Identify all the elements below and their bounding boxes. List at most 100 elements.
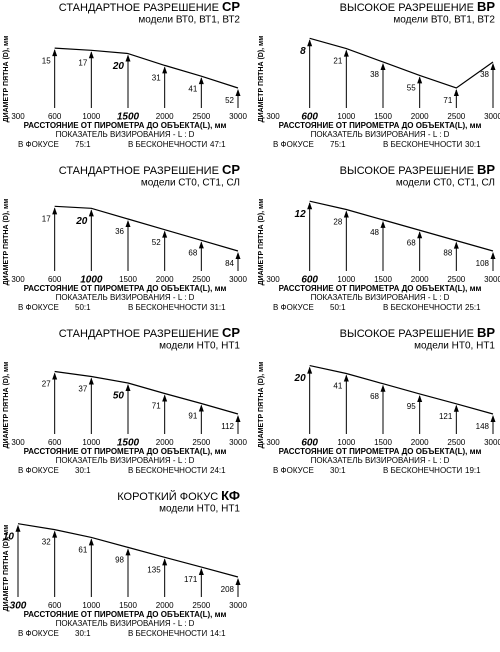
y-axis-label: ДИАМЕТР ПЯТНА (D), мм xyxy=(3,525,10,612)
x-tick-label: 600 xyxy=(48,275,62,284)
value-label: 20 xyxy=(112,61,125,72)
ratio-label: ПОКАЗАТЕЛЬ ВИЗИРОВАНИЯ - L : D xyxy=(56,456,195,465)
infinity-label: В БЕСКОНЕЧНОСТИ xyxy=(128,303,208,312)
x-tick-label: 1500 xyxy=(117,438,140,449)
title-text: СТАНДАРТНОЕ РАЗРЕШЕНИЕ xyxy=(59,328,219,340)
infinity-ratio: 25:1 xyxy=(465,303,481,312)
x-tick-label: 2500 xyxy=(192,601,210,610)
arrow-head xyxy=(380,384,386,392)
value-label: 27 xyxy=(42,380,51,389)
arrow-head xyxy=(52,207,58,215)
title-text: КОРОТКИЙ ФОКУС xyxy=(117,490,218,503)
spot-line xyxy=(309,37,494,89)
x-tick-label: 300 xyxy=(11,112,25,121)
title-text: ВЫСОКОЕ РАЗРЕШЕНИЕ xyxy=(340,2,474,14)
chart-title: КОРОТКИЙ ФОКУС КФ xyxy=(117,488,240,503)
value-label: 38 xyxy=(370,70,379,79)
spot-line xyxy=(17,523,239,578)
x-tick-label: 2500 xyxy=(447,112,465,121)
chart-title: ВЫСОКОЕ РАЗРЕШЕНИЕ ВР xyxy=(340,325,496,340)
value-label: 55 xyxy=(407,83,416,92)
ratio-label: ПОКАЗАТЕЛЬ ВИЗИРОВАНИЯ - L : D xyxy=(311,130,450,139)
x-tick-label: 1500 xyxy=(374,112,392,121)
arrow-head xyxy=(490,415,496,422)
x-axis-label: РАССТОЯНИЕ ОТ ПИРОМЕТРА ДО ОБЪЕКТА(L), м… xyxy=(24,121,227,130)
value-label: 20 xyxy=(294,373,307,384)
x-tick-label: 1500 xyxy=(119,275,137,284)
value-label: 17 xyxy=(42,214,51,223)
x-tick-label: 2500 xyxy=(192,112,210,121)
x-tick-label: 3000 xyxy=(229,112,247,121)
y-axis-label: ДИАМЕТР ПЯТНА (D), мм xyxy=(3,362,10,449)
ratio-label: ПОКАЗАТЕЛЬ ВИЗИРОВАНИЯ - L : D xyxy=(311,456,450,465)
x-tick-label: 3000 xyxy=(229,275,247,284)
value-label: 31 xyxy=(152,73,161,82)
arrow-head xyxy=(52,530,58,538)
arrow-head xyxy=(307,366,313,374)
arrow-head xyxy=(453,241,459,249)
x-tick-label: 300 xyxy=(11,438,25,447)
value-label: 68 xyxy=(188,248,197,257)
focus-ratio: 50:1 xyxy=(75,303,91,312)
x-tick-label: 300 xyxy=(11,275,25,284)
x-tick-label: 2000 xyxy=(411,275,429,284)
focus-ratio: 30:1 xyxy=(330,466,346,475)
subtitle: модели СТ0, СТ1, СЛ xyxy=(396,178,495,189)
value-label: 171 xyxy=(184,575,198,584)
x-tick-label: 1000 xyxy=(337,438,355,447)
chart-title: ВЫСОКОЕ РАЗРЕШЕНИЕ ВР xyxy=(340,0,496,14)
ratio-label: ПОКАЗАТЕЛЬ ВИЗИРОВАНИЯ - L : D xyxy=(311,293,450,302)
value-label: 95 xyxy=(407,402,416,411)
focus-label: В ФОКУСЕ xyxy=(18,140,59,149)
x-tick-label: 1000 xyxy=(80,275,103,286)
arrow-head xyxy=(343,374,349,382)
infinity-ratio: 24:1 xyxy=(210,466,226,475)
x-tick-label: 2500 xyxy=(192,438,210,447)
arrow-head xyxy=(417,231,423,239)
subtitle: модели ВТ0, ВТ1, ВТ2 xyxy=(393,15,495,26)
infinity-label: В БЕСКОНЕЧНОСТИ xyxy=(383,303,463,312)
title-mark: ВР xyxy=(477,162,495,177)
title-mark: СР xyxy=(222,325,240,340)
x-axis-label: РАССТОЯНИЕ ОТ ПИРОМЕТРА ДО ОБЪЕКТА(L), м… xyxy=(279,284,482,293)
title-mark: СР xyxy=(222,162,240,177)
focus-ratio: 75:1 xyxy=(75,140,91,149)
x-tick-label: 2000 xyxy=(156,275,174,284)
arrow-head xyxy=(490,62,496,70)
subtitle: модели НТ0, НТ1 xyxy=(159,504,240,515)
arrow-head xyxy=(235,578,241,585)
value-label: 148 xyxy=(476,422,490,431)
x-tick-label: 1000 xyxy=(337,112,355,121)
x-tick-label: 600 xyxy=(301,275,318,286)
value-label: 41 xyxy=(188,84,197,93)
value-label: 21 xyxy=(333,57,342,66)
value-label: 12 xyxy=(295,209,307,220)
x-tick-label: 1000 xyxy=(82,438,100,447)
arrow-head xyxy=(52,372,58,380)
value-label: 15 xyxy=(42,56,51,65)
ratio-label: ПОКАЗАТЕЛЬ ВИЗИРОВАНИЯ - L : D xyxy=(56,619,195,628)
value-label: 98 xyxy=(115,555,124,564)
arrow-head xyxy=(235,415,241,422)
x-tick-label: 2000 xyxy=(156,438,174,447)
focus-label: В ФОКУСЕ xyxy=(273,466,314,475)
focus-ratio: 30:1 xyxy=(75,629,91,638)
focus-ratio: 30:1 xyxy=(75,466,91,475)
subtitle: модели СТ0, СТ1, СЛ xyxy=(141,178,240,189)
x-axis-label: РАССТОЯНИЕ ОТ ПИРОМЕТРА ДО ОБЪЕКТА(L), м… xyxy=(279,121,482,130)
title-mark: СР xyxy=(222,0,240,14)
subtitle: модели НТ0, НТ1 xyxy=(414,341,495,352)
infinity-label: В БЕСКОНЕЧНОСТИ xyxy=(383,140,463,149)
arrow-head xyxy=(343,210,349,218)
arrow-head xyxy=(343,49,349,57)
arrow-head xyxy=(162,230,168,238)
title-text: ВЫСОКОЕ РАЗРЕШЕНИЕ xyxy=(340,165,474,177)
arrow-head xyxy=(490,252,496,259)
x-tick-label: 2500 xyxy=(447,438,465,447)
